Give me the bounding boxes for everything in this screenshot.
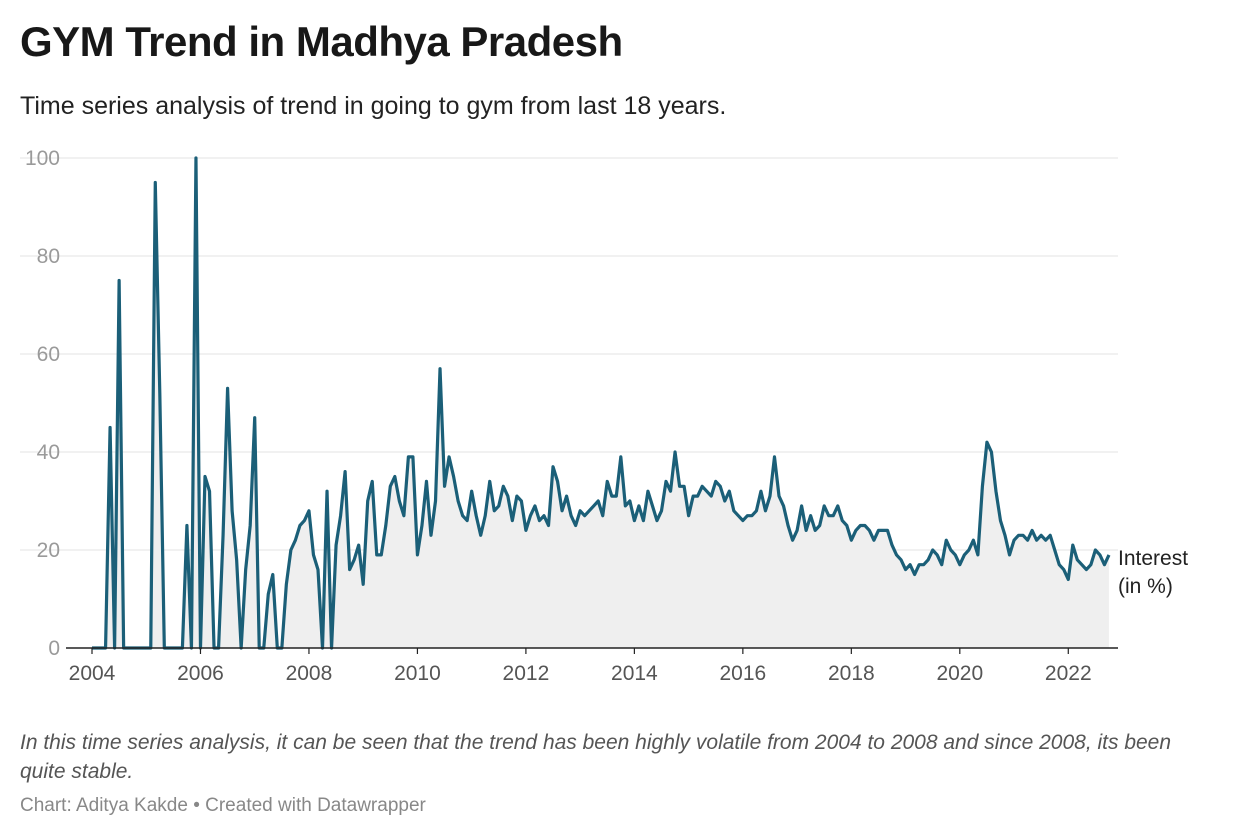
y-tick-label: 80 xyxy=(37,245,60,268)
x-tick-label: 2016 xyxy=(719,662,766,685)
x-tick-label: 2012 xyxy=(503,662,550,685)
x-tick-label: 2014 xyxy=(611,662,658,685)
chart-notes: In this time series analysis, it can be … xyxy=(20,731,1172,783)
x-tick-label: 2008 xyxy=(286,662,333,685)
x-tick-label: 2010 xyxy=(394,662,441,685)
chart-title: GYM Trend in Madhya Pradesh xyxy=(20,18,623,65)
gridlines xyxy=(20,157,1118,551)
y-axis-ticks: 0 20 40 60 80 100 xyxy=(25,147,60,660)
y-tick-label: 0 xyxy=(48,637,60,660)
y-tick-label: 60 xyxy=(37,343,60,366)
y-tick-label: 20 xyxy=(37,539,60,562)
series-label: Interest (in %) xyxy=(1118,547,1188,598)
x-tick-label: 2020 xyxy=(936,662,983,685)
x-tick-label: 2022 xyxy=(1045,662,1092,685)
x-axis-ticks: 2004 2006 2008 2010 2012 2014 2016 2018 2020 2022 xyxy=(69,648,1092,685)
chart-subtitle: Time series analysis of trend in going t… xyxy=(20,92,727,120)
x-tick-label: 2006 xyxy=(177,662,224,685)
series-label-line: (in %) xyxy=(1118,575,1173,598)
line-chart: 0 20 40 60 80 100 2004 2006 2008 2010 2012 2014 201… xyxy=(20,147,1188,685)
x-tick-label: 2004 xyxy=(69,662,116,685)
y-tick-label: 40 xyxy=(37,441,60,464)
series-label-line: Interest xyxy=(1118,547,1188,570)
y-tick-label: 100 xyxy=(25,147,60,170)
chart-source: Chart: Aditya Kakde • Created with Dataw… xyxy=(20,795,426,816)
x-tick-label: 2018 xyxy=(828,662,875,685)
